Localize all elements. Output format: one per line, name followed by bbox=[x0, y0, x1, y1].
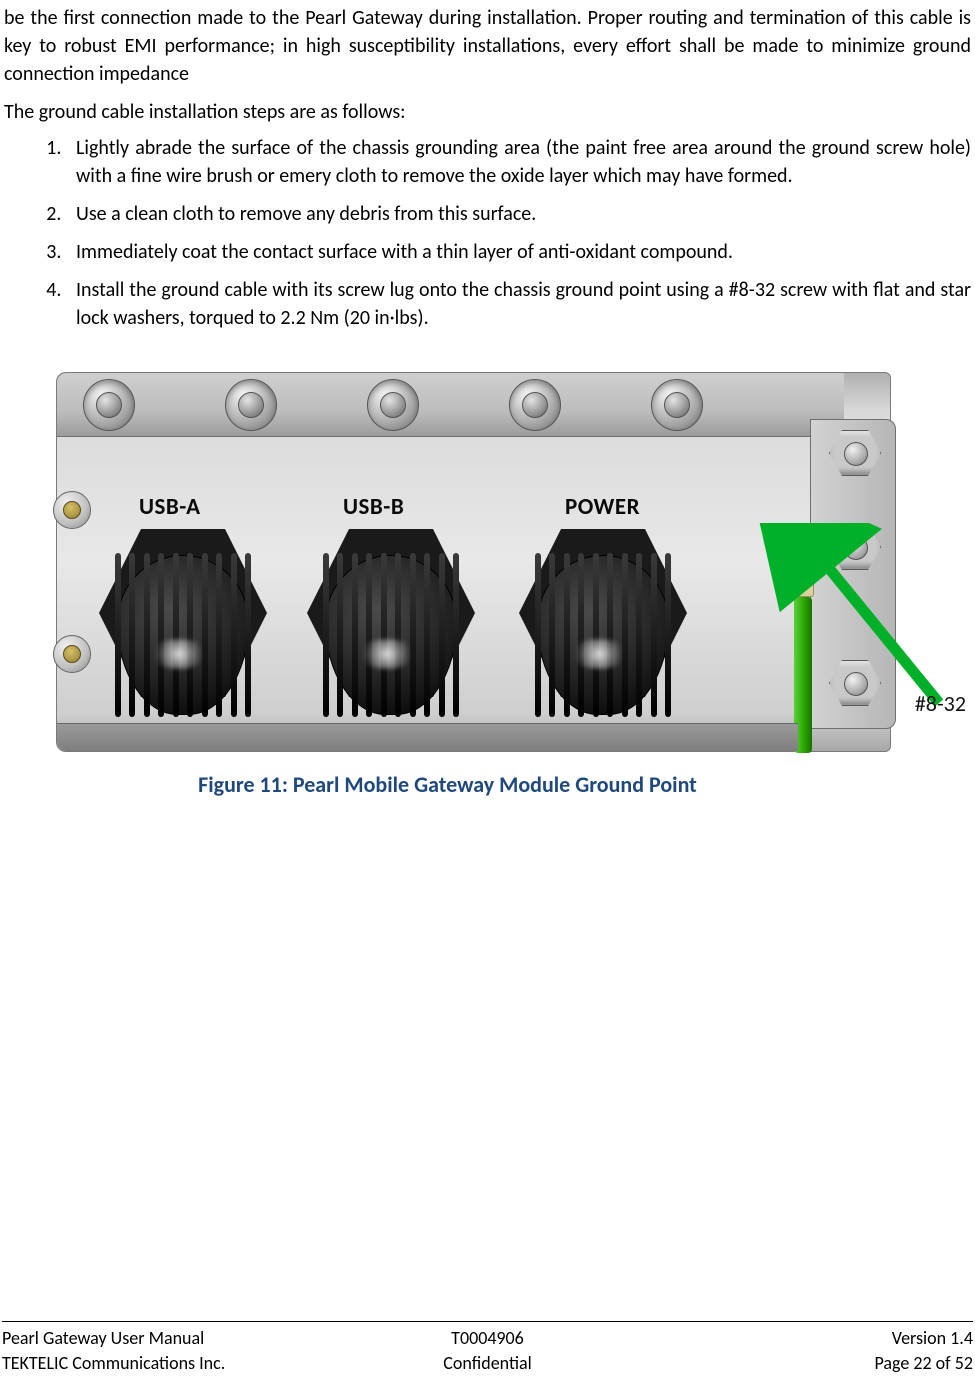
footer-company: TEKTELIC Communications Inc. bbox=[2, 1351, 326, 1376]
figure-11: USB-A USB-B POWER bbox=[56, 372, 891, 801]
cable-gland-icon bbox=[307, 529, 475, 719]
step-item: Immediately coat the contact surface wit… bbox=[66, 238, 971, 266]
hex-screw-icon bbox=[225, 379, 277, 431]
step-item: Lightly abrade the surface of the chassi… bbox=[66, 134, 971, 190]
mounting-bracket bbox=[810, 419, 896, 729]
footer-confidential: Confidential bbox=[326, 1351, 650, 1376]
page-footer: Pearl Gateway User Manual TEKTELIC Commu… bbox=[2, 1321, 973, 1376]
figure-caption: Figure 11: Pearl Mobile Gateway Module G… bbox=[4, 770, 891, 801]
cable-gland-icon bbox=[99, 529, 267, 719]
document-body: be the first connection made to the Pear… bbox=[4, 0, 971, 801]
sma-connector-icon bbox=[53, 635, 91, 673]
hex-screw-icon bbox=[367, 379, 419, 431]
hex-screw-icon bbox=[83, 379, 135, 431]
footer-doc-number: T0004906 bbox=[326, 1326, 650, 1351]
port-label-usb-a: USB-A bbox=[139, 491, 201, 523]
footer-page-number: Page 22 of 52 bbox=[649, 1351, 973, 1376]
ground-lug-icon bbox=[792, 541, 814, 597]
step-item: Use a clean cloth to remove any debris f… bbox=[66, 200, 971, 228]
footer-doc-title: Pearl Gateway User Manual bbox=[2, 1326, 326, 1351]
step-item: Install the ground cable with its screw … bbox=[66, 276, 971, 332]
intro-paragraph: be the first connection made to the Pear… bbox=[4, 4, 971, 88]
installation-steps-list: Lightly abrade the surface of the chassi… bbox=[4, 134, 971, 332]
hex-bolt-icon bbox=[829, 660, 881, 718]
device-bottom-edge bbox=[57, 723, 798, 751]
cable-gland-icon bbox=[519, 529, 687, 719]
footer-version: Version 1.4 bbox=[649, 1326, 973, 1351]
port-label-usb-b: USB-B bbox=[343, 491, 404, 523]
port-label-power: POWER bbox=[565, 491, 640, 523]
hex-screw-icon bbox=[651, 379, 703, 431]
hex-screw-icon bbox=[509, 379, 561, 431]
steps-intro: The ground cable installation steps are … bbox=[4, 98, 971, 126]
sma-connector-icon bbox=[53, 491, 91, 529]
device-render: USB-A USB-B POWER bbox=[56, 372, 891, 752]
hex-bolt-icon bbox=[829, 430, 881, 488]
callout-label: #8-32 bbox=[915, 689, 966, 720]
device-top-lip bbox=[57, 373, 844, 437]
ground-bolt-icon bbox=[829, 524, 881, 582]
